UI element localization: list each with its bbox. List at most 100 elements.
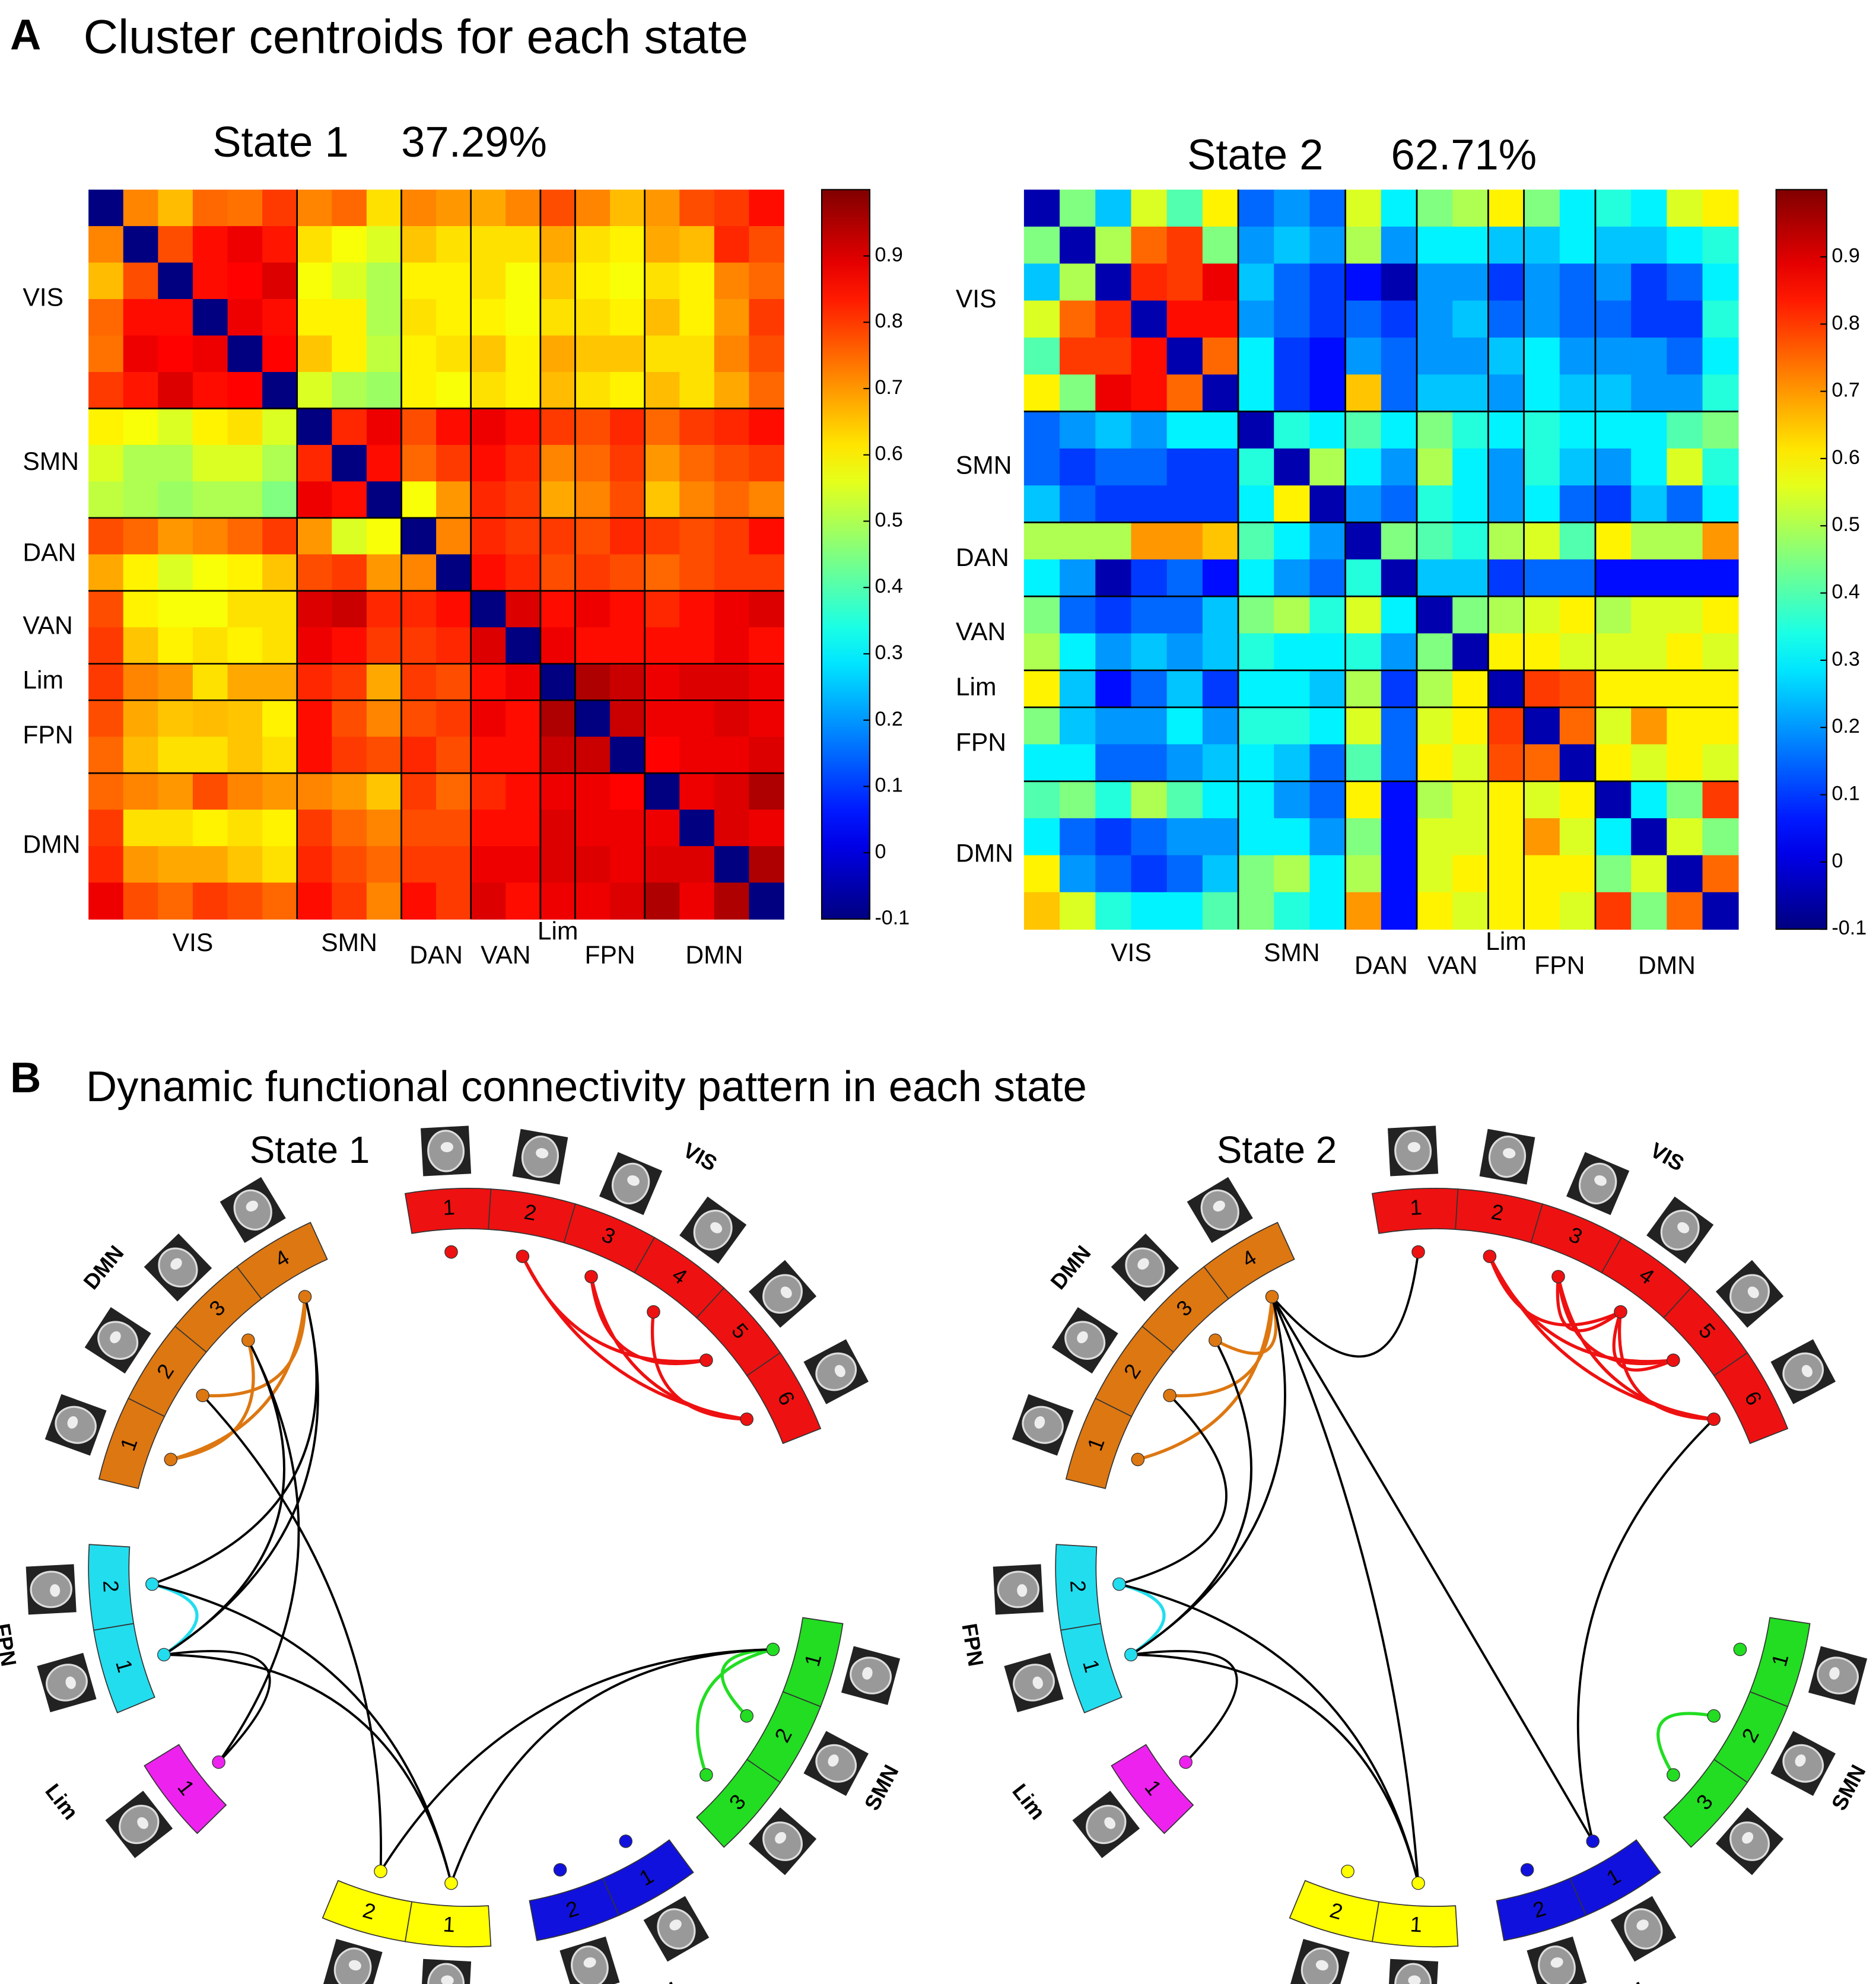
- heatmap-cell: [470, 882, 507, 920]
- heatmap-cell: [1524, 559, 1560, 597]
- heatmap-cell: [1095, 596, 1132, 634]
- heatmap-cell: [123, 882, 159, 920]
- edge: [151, 1583, 453, 1884]
- heatmap-cell: [610, 408, 646, 446]
- heatmap-cell: [679, 590, 715, 628]
- heatmap-cell: [1667, 818, 1703, 856]
- heatmap-cell: [1488, 485, 1525, 523]
- heatmap-cell: [123, 481, 159, 519]
- heatmap-cell: [123, 408, 159, 446]
- group-label: Lim: [1007, 1779, 1050, 1824]
- heatmap-cell: [1238, 374, 1275, 412]
- heatmap-cell: [1345, 818, 1382, 856]
- brain-thumbnail: [1646, 1196, 1714, 1264]
- heatmap-cell: [1023, 596, 1060, 634]
- edge-layer: [1118, 1251, 1715, 1884]
- heatmap-cell: [1595, 781, 1632, 819]
- heatmap-cell: [1452, 744, 1489, 782]
- heatmap-cell: [1595, 818, 1632, 856]
- heatmap-cell: [1166, 411, 1203, 449]
- heatmap-cell: [644, 663, 681, 701]
- heatmap-cell: [1345, 263, 1382, 301]
- heatmap-cell: [1309, 818, 1346, 856]
- heatmap-cell: [505, 809, 541, 847]
- heatmap-cell: [1702, 263, 1739, 301]
- heatmap-cell: [158, 773, 193, 810]
- heatmap-cell: [644, 408, 681, 446]
- heatmap-cell: [123, 663, 159, 701]
- heatmap-cell: [262, 663, 298, 701]
- heatmap-cell: [332, 517, 367, 555]
- heatmap-cell: [1345, 300, 1382, 338]
- heatmap-cell: [470, 554, 507, 592]
- x-group-label: SMN: [321, 929, 377, 957]
- heatmap-cell: [1166, 374, 1203, 412]
- heatmap-cell: [1702, 485, 1739, 523]
- colorbar-tick-label: 0.4: [875, 575, 902, 597]
- brain-thumbnail: [512, 1128, 568, 1185]
- heatmap-cell: [262, 554, 298, 592]
- brain-thumbnail: [1290, 1938, 1350, 1984]
- heatmap-cell: [1524, 485, 1560, 523]
- brain-thumbnail: [1715, 1260, 1784, 1328]
- heatmap-cell: [540, 408, 576, 446]
- heatmap-cell: [1274, 485, 1311, 523]
- heatmap-cell: [749, 846, 784, 883]
- heatmap-cell: [262, 517, 298, 555]
- heatmap-cell: [1381, 485, 1417, 523]
- heatmap-cell: [88, 189, 124, 227]
- node-label: 1: [442, 1195, 455, 1220]
- edge: [1271, 1296, 1420, 1884]
- heatmap-cell: [1095, 411, 1132, 449]
- heatmap-cell: [1381, 522, 1417, 560]
- node-dot: [157, 1648, 171, 1662]
- heatmap-cell: [1595, 448, 1632, 487]
- heatmap-cell: [192, 371, 228, 409]
- heatmap-cell: [401, 262, 437, 300]
- node-dot: [444, 1876, 458, 1890]
- heatmap-cell: [1631, 485, 1668, 523]
- heatmap-cell: [1023, 448, 1060, 487]
- heatmap-cell: [1631, 781, 1668, 819]
- heatmap-cell: [1202, 337, 1239, 376]
- heatmap-cell: [679, 554, 715, 592]
- heatmap-cell: [332, 663, 367, 701]
- thumbnail-detail: [1677, 1222, 1690, 1233]
- heatmap-cell: [262, 590, 298, 628]
- heatmap-cell: [1595, 892, 1632, 930]
- heatmap-cell: [1166, 189, 1203, 227]
- heatmap-cell: [297, 663, 333, 701]
- heatmap-cell: [1023, 781, 1060, 819]
- heatmap-cell: [644, 371, 681, 409]
- heatmap-cell: [1202, 189, 1239, 227]
- heatmap-cell: [1309, 855, 1346, 893]
- edge: [650, 1311, 747, 1421]
- heatmap-cell: [470, 627, 507, 664]
- heatmap-cell: [123, 444, 159, 482]
- heatmap-cell: [88, 590, 124, 628]
- node-dot: [1411, 1876, 1425, 1890]
- heatmap-cell: [366, 773, 402, 810]
- x-group-label: VIS: [173, 929, 214, 957]
- heatmap-cell: [1274, 559, 1311, 597]
- heatmap-cell: [1202, 300, 1239, 338]
- heatmap-cell: [749, 299, 784, 336]
- heatmap-cell: [1060, 596, 1096, 634]
- heatmap-cell: [575, 590, 611, 628]
- heatmap-cell: [1345, 744, 1382, 782]
- heatmap-cell: [1202, 485, 1239, 523]
- y-group-label: VAN: [23, 612, 72, 640]
- heatmap-cell: [192, 773, 228, 810]
- heatmap-cell: [123, 736, 159, 774]
- heatmap-cell: [1667, 670, 1703, 708]
- edge: [163, 1296, 319, 1656]
- heatmap-cell: [192, 700, 228, 737]
- heatmap-cell: [1238, 448, 1275, 487]
- heatmap-cell: [1060, 226, 1096, 265]
- heatmap-cell: [1381, 226, 1417, 265]
- heatmap-cell: [1667, 374, 1703, 412]
- heatmap-cell: [1060, 670, 1096, 708]
- heatmap-cell: [1417, 633, 1454, 671]
- heatmap-cell: [679, 262, 715, 300]
